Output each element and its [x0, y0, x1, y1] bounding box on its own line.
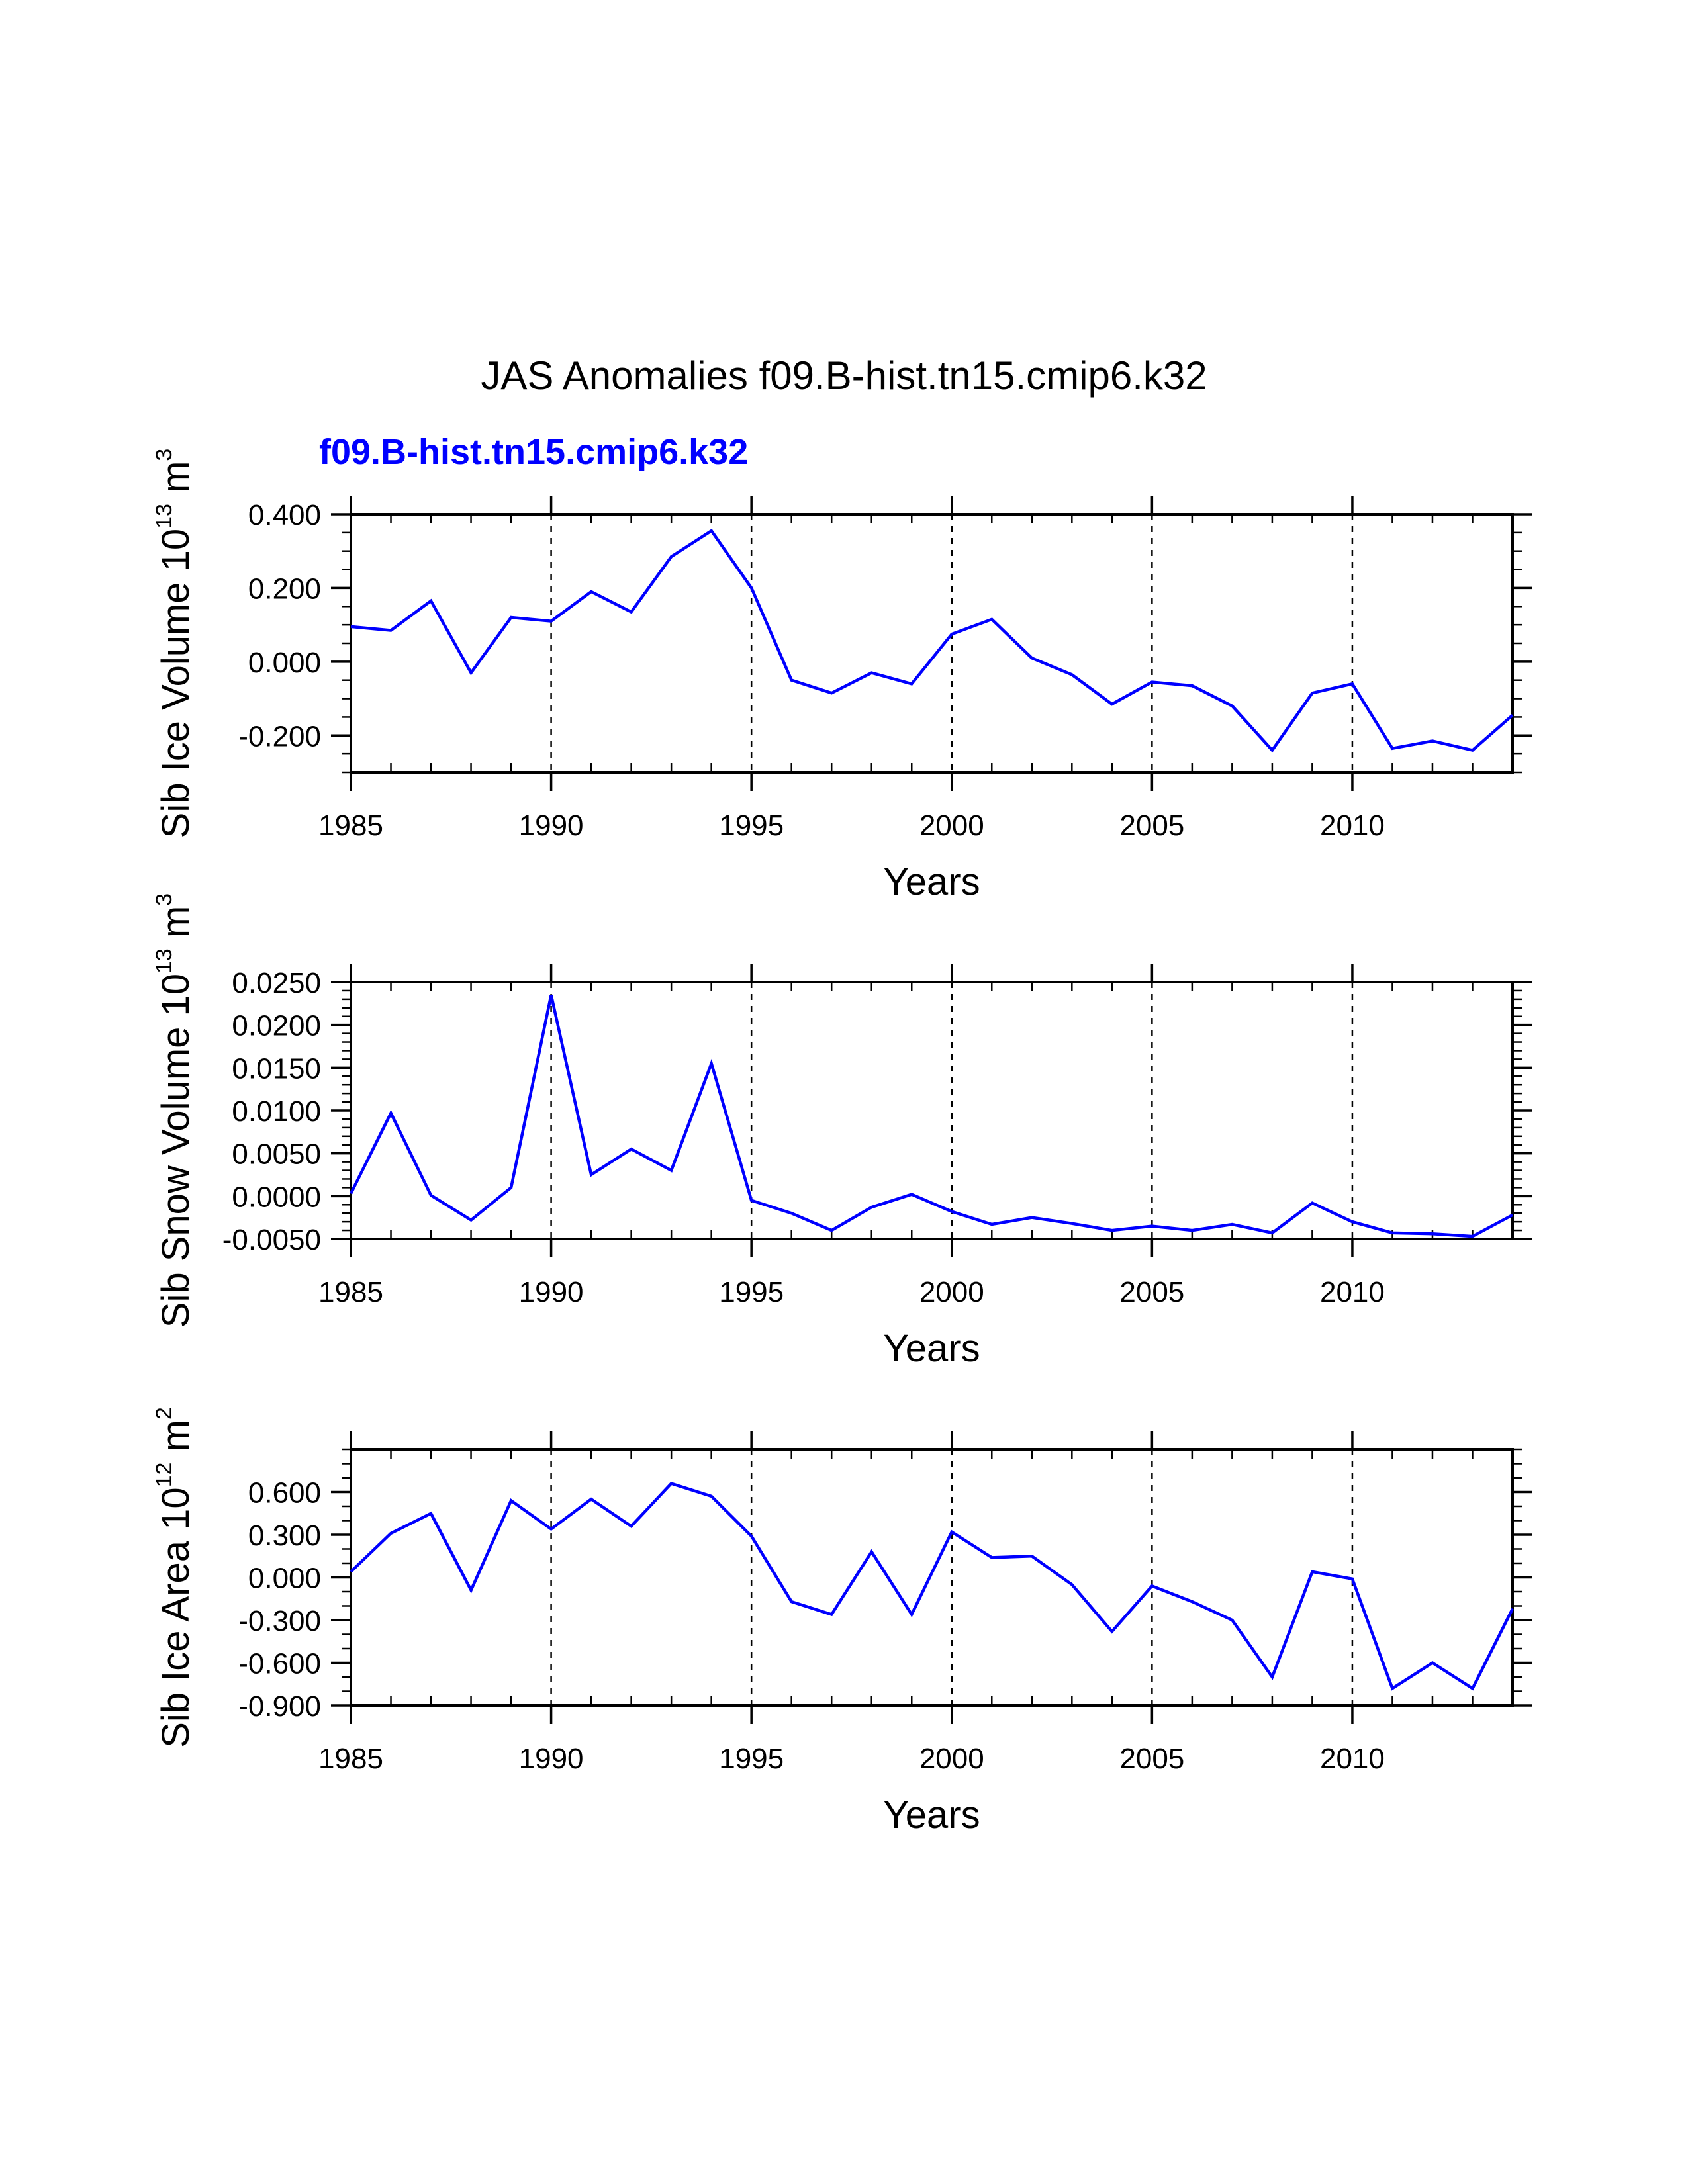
x-tick-label: 2000 — [919, 1743, 984, 1775]
y-tick-label: 0.0150 — [232, 1052, 321, 1085]
y-axis-title-unit-exponent: 3 — [152, 893, 177, 906]
x-tick-label: 2010 — [1320, 1743, 1385, 1775]
y-tick-label: -0.900 — [238, 1690, 321, 1723]
panels: -0.200 0.000 0.200 0.400 1985 1990 1995 2000 200… — [152, 449, 1532, 1837]
y-axis-title: Sib Ice Area 1012 m2 — [152, 1407, 197, 1748]
panel-2: -0.0050 0.0000 0.0050 0.0100 0.0150 0.0200 0.0… — [152, 893, 1532, 1370]
x-tick-label: 2005 — [1119, 1276, 1184, 1308]
y-axis-title: Sib Snow Volume 1013 m3 — [152, 893, 197, 1328]
x-tick-label: 1995 — [719, 809, 784, 842]
y-axis-title-main: Sib Snow Volume 10 — [154, 974, 197, 1328]
y-axis-title-unit-exponent: 2 — [152, 1407, 177, 1420]
x-tick-label: 1990 — [519, 1743, 584, 1775]
x-axis-title: Years — [883, 1794, 980, 1837]
series-line — [350, 1482, 1515, 1691]
x-axis-title: Years — [883, 860, 980, 903]
panel-1: -0.200 0.000 0.200 0.400 1985 1990 1995 2000 200… — [152, 449, 1532, 903]
y-axis-title-exponent: 12 — [152, 1463, 177, 1488]
x-tick-label: 1985 — [318, 809, 383, 842]
x-tick-label: 2010 — [1320, 1276, 1385, 1308]
series-line — [349, 994, 1514, 1238]
y-tick-label: 0.0100 — [232, 1095, 321, 1128]
y-tick-label: 0.000 — [248, 1563, 321, 1595]
x-tick-label: 1995 — [719, 1743, 784, 1775]
panel-3: -0.900 -0.600 -0.300 0.000 0.300 0.600 1985 199… — [152, 1407, 1532, 1837]
plot-frame — [350, 513, 1514, 774]
y-axis-title: Sib Ice Volume 1013 m3 — [152, 449, 197, 839]
y-tick-label: 0.0200 — [232, 1010, 321, 1042]
x-tick-label: 1985 — [318, 1743, 383, 1775]
x-tick-label: 2000 — [919, 1276, 984, 1308]
y-axis-title-unit: m — [154, 906, 197, 948]
y-axis-title-unit: m — [154, 1420, 197, 1462]
y-axis-title-unit: m — [154, 461, 197, 504]
y-tick-label: -0.300 — [238, 1605, 321, 1637]
x-axis-title: Years — [883, 1327, 980, 1370]
y-axis-title-exponent: 13 — [152, 948, 177, 974]
y-tick-label: 0.200 — [248, 572, 321, 605]
x-tick-label: 1990 — [519, 1276, 584, 1308]
x-tick-label: 2005 — [1119, 1743, 1184, 1775]
x-tick-label: 1995 — [719, 1276, 784, 1308]
plot-frame — [350, 981, 1514, 1240]
y-tick-label: 0.000 — [248, 647, 321, 679]
figure-title: JAS Anomalies f09.B-hist.tn15.cmip6.k32 — [481, 353, 1207, 398]
x-tick-label: 2005 — [1119, 809, 1184, 842]
y-tick-label: 0.300 — [248, 1520, 321, 1552]
y-axis-title-unit-exponent: 3 — [152, 449, 177, 461]
x-tick-label: 1990 — [519, 809, 584, 842]
y-tick-label: -0.0050 — [222, 1224, 321, 1256]
y-tick-label: 0.0000 — [232, 1181, 321, 1213]
y-tick-label: -0.600 — [238, 1648, 321, 1680]
y-tick-label: -0.200 — [238, 720, 321, 752]
y-tick-label: 0.0250 — [232, 967, 321, 999]
y-axis-title-main: Sib Ice Volume 10 — [154, 529, 197, 839]
y-tick-label: 0.0050 — [232, 1138, 321, 1171]
y-tick-label: 0.400 — [248, 499, 321, 531]
series-line — [350, 529, 1514, 753]
y-tick-label: 0.600 — [248, 1477, 321, 1510]
x-tick-label: 2010 — [1320, 809, 1385, 842]
y-axis-title-main: Sib Ice Area 10 — [154, 1487, 197, 1747]
figure-subtitle: f09.B-hist.tn15.cmip6.k32 — [319, 432, 748, 472]
x-tick-label: 1985 — [318, 1276, 383, 1308]
y-axis-title-exponent: 13 — [152, 504, 177, 529]
x-tick-label: 2000 — [919, 809, 984, 842]
